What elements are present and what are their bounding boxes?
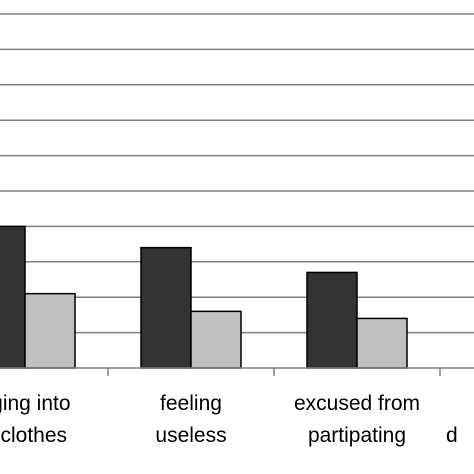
category-label-3-line-1: excused from bbox=[294, 392, 420, 415]
bar-series-1-cat-2 bbox=[140, 246, 192, 369]
category-label-2-line-2: useless bbox=[155, 424, 226, 447]
category-label-1-line-2: h clothes bbox=[0, 424, 67, 447]
category-label-3-line-2: partipating bbox=[308, 424, 406, 447]
bars bbox=[0, 225, 408, 369]
category-label-4-line-2: d bbox=[446, 424, 458, 447]
bar-series-2-cat-3 bbox=[356, 317, 408, 369]
x-axis-ticks bbox=[107, 368, 441, 376]
bar-series-2-cat-1 bbox=[24, 292, 76, 369]
category-label-1-line-1: nging into bbox=[0, 392, 71, 415]
bar-series-1-cat-3 bbox=[306, 271, 358, 369]
gridlines bbox=[0, 13, 474, 334]
bar-series-2-cat-2 bbox=[190, 310, 242, 369]
category-labels: nging into h clothes feeling useless excused… bbox=[0, 392, 458, 447]
category-label-2-line-1: feeling bbox=[160, 392, 222, 415]
bar-series-1-cat-1 bbox=[0, 225, 26, 369]
